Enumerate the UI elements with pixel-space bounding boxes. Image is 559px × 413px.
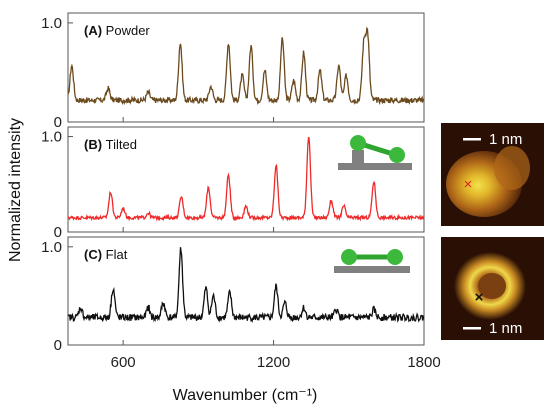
panel-A-y-tick-label: 1.0: [41, 15, 62, 32]
stm-image-1-scale-bar: [463, 138, 481, 141]
stm-image-1-marker: ×: [464, 176, 473, 193]
panel-C-frame: [67, 236, 425, 346]
flat-molecule-atom: [387, 249, 403, 265]
panel-B-label: (B) Tilted: [84, 137, 137, 152]
panel-C-y-tick-label: 1.0: [41, 239, 62, 256]
tilted-step: [352, 150, 364, 164]
panel-B-name: Tilted: [106, 137, 137, 152]
panel-A: 0 1.0 (A) Powder: [41, 12, 425, 131]
flat-molecule-schematic: [334, 249, 410, 273]
stm-image-2-marker: ×: [475, 289, 484, 306]
flat-surface: [334, 266, 410, 273]
x-tick-label: 1800: [407, 354, 440, 371]
stm-image-1-lobe: [494, 146, 530, 190]
panel-B-frame: [67, 126, 425, 233]
panel-A-name: Powder: [106, 23, 151, 38]
stm-image-2-scale-bar: [463, 327, 481, 330]
stm-image-tilted: 1 nm ×: [441, 123, 544, 226]
tilted-molecule-atom: [350, 135, 366, 151]
panel-A-y-tick-label: 0: [54, 114, 62, 131]
panel-C-label: (C) Flat: [84, 247, 128, 262]
x-axis-title: Wavenumber (cm⁻¹): [173, 387, 318, 404]
panel-A-letter: (A): [84, 23, 106, 38]
panel-C-letter: (C): [84, 247, 106, 262]
stm-image-1-scale-label: 1 nm: [489, 131, 522, 148]
stm-image-2-center: [478, 273, 506, 299]
panel-A-frame: [67, 12, 425, 123]
panel-A-label: (A) Powder: [84, 23, 150, 38]
panel-C: 0 1.0 (C) Flat: [41, 236, 425, 354]
panel-B: 0 1.0 (B) Tilted: [41, 126, 425, 241]
flat-molecule-atom: [341, 249, 357, 265]
x-tick-labels: 600 1200 1800: [111, 354, 441, 371]
stm-image-flat: 1 nm ×: [441, 237, 544, 340]
series-c-line: [67, 247, 425, 323]
panel-C-name: Flat: [106, 247, 128, 262]
tilted-molecule-atom: [389, 147, 405, 163]
x-tick-label: 1200: [257, 354, 290, 371]
panel-C-y-tick-label: 0: [54, 337, 62, 354]
series-b-line: [67, 136, 425, 222]
series-a-line: [67, 26, 425, 106]
tilted-molecule-schematic: [338, 135, 412, 170]
panel-B-letter: (B): [84, 137, 106, 152]
panel-B-y-tick-label: 0: [54, 224, 62, 241]
stm-image-2-scale-label: 1 nm: [489, 320, 522, 337]
tilted-surface: [338, 163, 412, 170]
y-axis-title: Normalized intensity: [7, 118, 24, 262]
panel-B-y-tick-label: 1.0: [41, 129, 62, 146]
x-tick-label: 600: [111, 354, 136, 371]
